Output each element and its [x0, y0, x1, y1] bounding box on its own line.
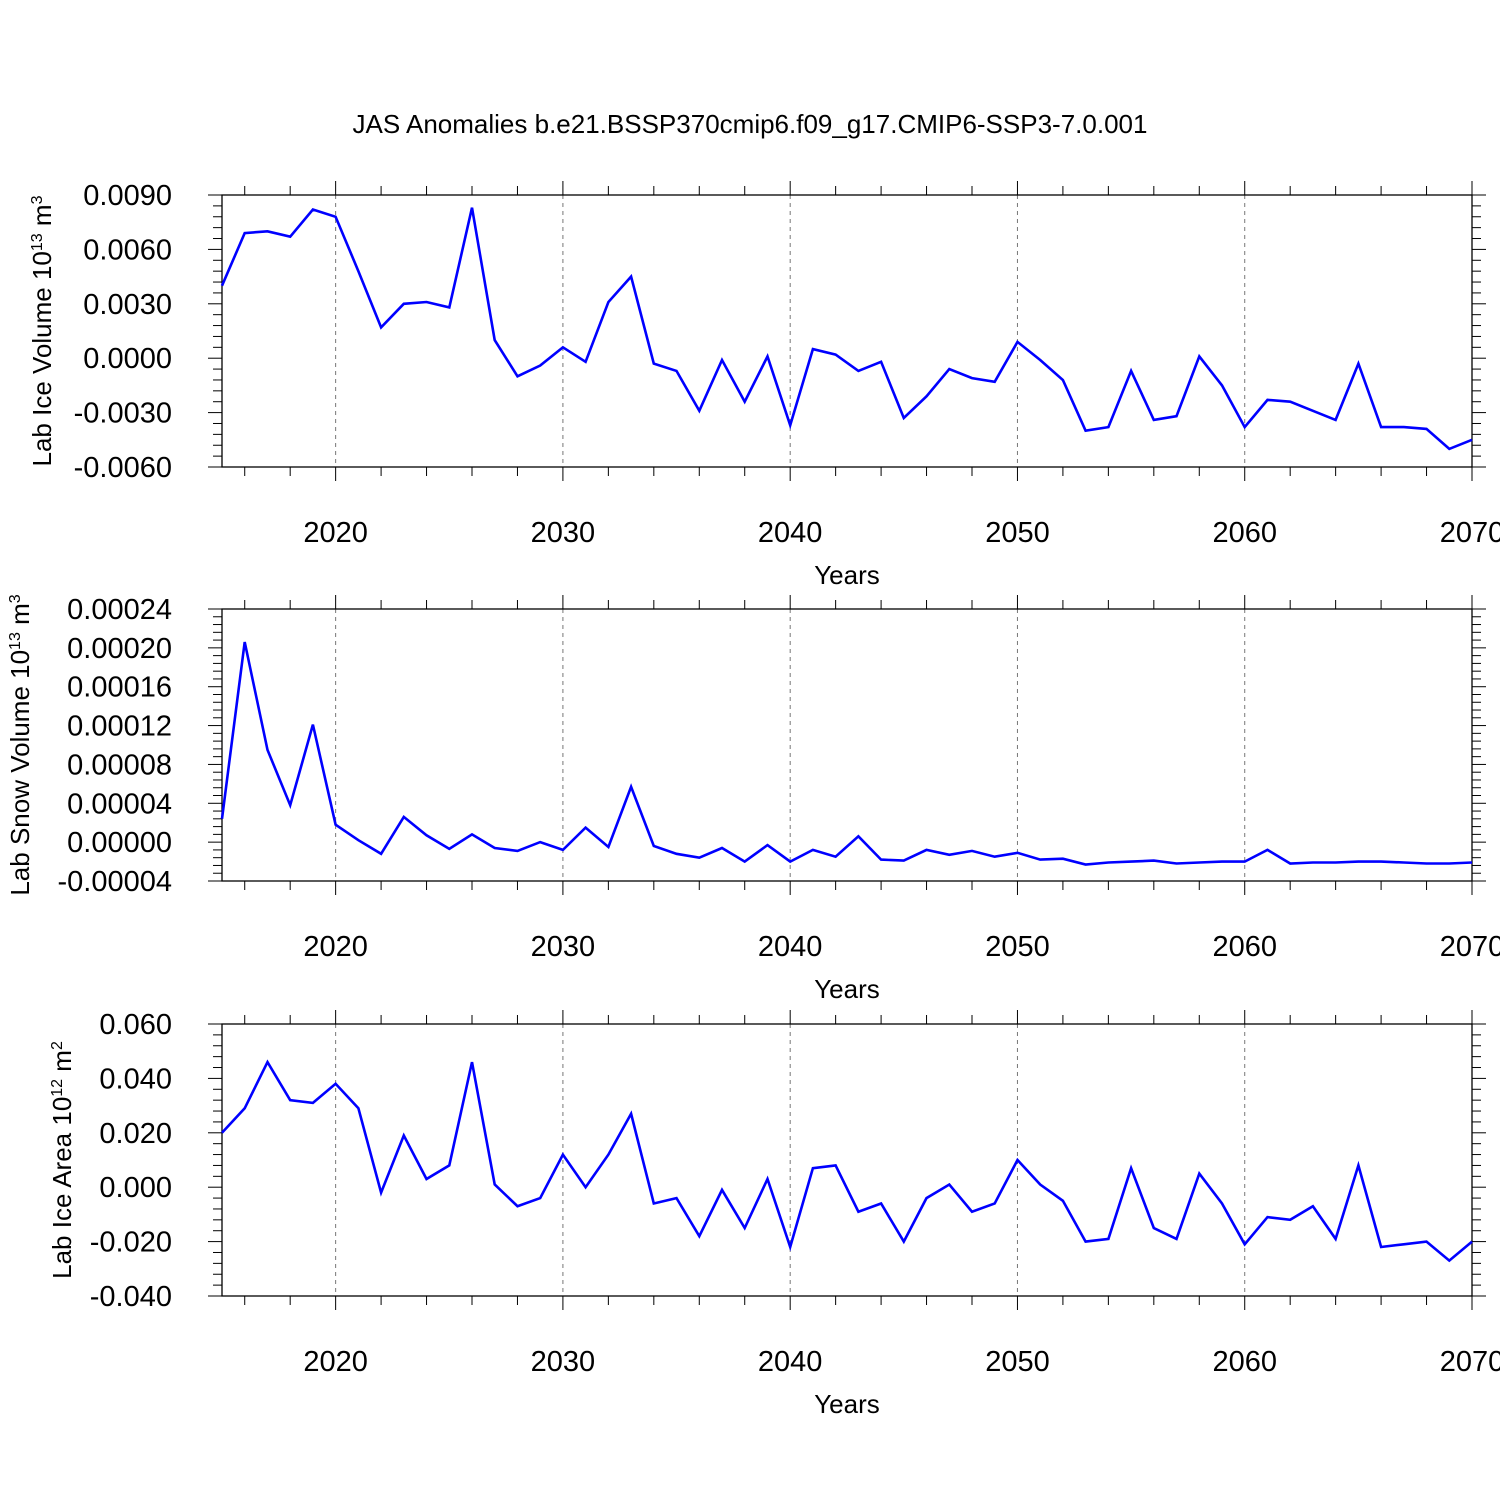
plot-frame [221, 1023, 1473, 1297]
x-tick-label: 2070 [1440, 931, 1500, 963]
y-tick-label: 0.0090 [83, 180, 172, 212]
y-axis-title-text: Lab Ice Volume 10 [27, 251, 57, 466]
x-tick-label: 2020 [303, 517, 368, 549]
y-tick-label: 0.00000 [67, 827, 172, 859]
x-tick-label: 2020 [303, 931, 368, 963]
panels: 2020 2030 2040 2050 2060 2070 0.0090 0.0060 0.00… [5, 180, 1500, 1419]
y-tick-label: 0.0000 [83, 343, 172, 375]
y-axis-title: Lab Ice Area 1012 m2 [47, 1041, 77, 1279]
series-line-1 [220, 641, 1473, 866]
y-tick-label: 0.0060 [83, 234, 172, 266]
y-tick-label: 0.00020 [67, 633, 172, 665]
chart-panel-3: 2020 2030 2040 2050 2060 2070 0.060 0.040 0.020 0… [47, 1009, 1500, 1419]
y-axis-title: Lab Snow Volume 1013 m3 [5, 594, 35, 895]
y-axis-title-text: Lab Ice Area 10 [47, 1097, 77, 1279]
y-tick-label: 0.020 [99, 1118, 172, 1150]
x-tick-label: 2030 [531, 931, 596, 963]
y-axis-title-superscript: 2 [49, 1041, 66, 1050]
x-tick-label: 2040 [758, 517, 823, 549]
series-line-1 [220, 207, 1473, 451]
x-tick-label: 2040 [758, 1346, 823, 1378]
x-axis-title: Years [814, 560, 880, 590]
y-axis-title-text: m [47, 1050, 77, 1079]
y-axis-title-text: m [27, 204, 57, 233]
y-tick-label: -0.0030 [74, 398, 172, 430]
plot-frame [221, 194, 1473, 468]
y-tick-label: -0.0060 [74, 452, 172, 484]
y-tick-label: 0.00004 [67, 788, 172, 820]
y-tick-label: 0.040 [99, 1063, 172, 1095]
x-tick-label: 2070 [1440, 1346, 1500, 1378]
y-axis-title-superscript: 3 [7, 594, 24, 603]
x-tick-label: 2060 [1212, 931, 1277, 963]
y-axis-title-text: m [5, 603, 35, 632]
x-tick-label: 2030 [531, 517, 596, 549]
y-axis-title-superscript: 13 [29, 233, 46, 251]
y-tick-label: 0.060 [99, 1009, 172, 1041]
chart-panel-1: 2020 2030 2040 2050 2060 2070 0.0090 0.0060 0.00… [27, 180, 1500, 590]
x-tick-label: 2030 [531, 1346, 596, 1378]
x-axis-title: Years [814, 1389, 880, 1419]
y-tick-label: 0.00008 [67, 749, 172, 781]
y-tick-label: -0.020 [90, 1227, 172, 1259]
series-line-1 [221, 1059, 1473, 1263]
y-tick-label: 0.00016 [67, 672, 172, 704]
x-tick-label: 2050 [985, 931, 1050, 963]
chart-panel-2: 2020 2030 2040 2050 2060 2070 0.00024 0.00020 0.… [5, 594, 1500, 1004]
y-axis-title-superscript: 12 [49, 1079, 66, 1097]
y-tick-label: 0.0030 [83, 289, 172, 321]
y-axis-title-superscript: 3 [29, 195, 46, 204]
x-tick-label: 2050 [985, 1346, 1050, 1378]
y-tick-label: 0.000 [99, 1172, 172, 1204]
x-axis-title: Years [814, 974, 880, 1004]
y-tick-label: -0.00004 [58, 866, 173, 898]
x-tick-label: 2060 [1212, 517, 1277, 549]
plot-frame [221, 608, 1473, 882]
x-tick-label: 2040 [758, 931, 823, 963]
x-tick-label: 2070 [1440, 517, 1500, 549]
y-axis-title-text: Lab Snow Volume 10 [5, 650, 35, 896]
y-axis-title-superscript: 13 [7, 632, 24, 650]
x-tick-label: 2060 [1212, 1346, 1277, 1378]
x-tick-label: 2020 [303, 1346, 368, 1378]
y-tick-label: 0.00012 [67, 711, 172, 743]
y-axis-title: Lab Ice Volume 1013 m3 [27, 195, 57, 466]
x-tick-label: 2050 [985, 517, 1050, 549]
y-tick-label: -0.040 [90, 1281, 172, 1313]
chart-title: JAS Anomalies b.e21.BSSP370cmip6.f09_g17… [353, 109, 1148, 139]
y-tick-label: 0.00024 [67, 594, 172, 626]
